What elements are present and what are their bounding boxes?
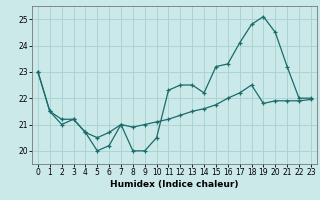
X-axis label: Humidex (Indice chaleur): Humidex (Indice chaleur) xyxy=(110,180,239,189)
